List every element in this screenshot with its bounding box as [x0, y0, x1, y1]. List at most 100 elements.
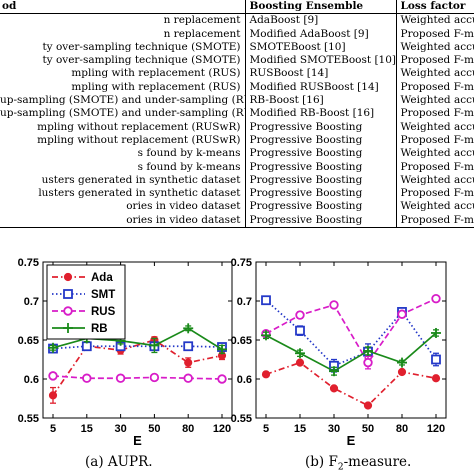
data-point-marker	[115, 373, 126, 383]
cell-ensemble: Progressive Boosting	[245, 147, 397, 161]
data-point-marker	[48, 391, 58, 400]
x-tick-label: 15	[294, 423, 306, 435]
data-point-marker	[183, 373, 193, 383]
y-tick-label: 0.6	[237, 374, 252, 386]
header-loss-factor: Loss factor	[400, 0, 466, 12]
data-point-marker	[63, 289, 73, 299]
cell-ensemble: Progressive Boosting	[245, 160, 397, 174]
table-row: lusters generated in synthetic dataset Pr…	[0, 187, 474, 201]
table-row: mpling with replacement (RUS) RUSBoost [1…	[0, 67, 474, 81]
cell-method: ty over-sampling technique (SMOTE)	[0, 40, 246, 55]
x-tick-label: 120	[213, 423, 231, 435]
cell-method: mpling without replacement (RUSwR)	[0, 133, 246, 148]
series-line	[265, 361, 437, 407]
cell-method: ories in video dataset	[0, 213, 246, 228]
cell-method: s found by k-means	[0, 160, 246, 174]
y-tick-label: 0.75	[18, 257, 39, 269]
x-tick-label: 5	[263, 423, 269, 435]
series-line	[265, 297, 437, 365]
table-row: ty over-sampling technique (SMOTE) Modifi…	[0, 54, 474, 68]
chart-aupr: 0.55 0.6 0.65 0.7 0.75 5 15 30 50 80 120 E Ada SMT RUS…	[18, 257, 233, 448]
cell-ensemble: Progressive Boosting	[245, 133, 397, 148]
table-header-row: od Boosting Ensemble Loss factor	[0, 0, 474, 14]
chart-f2-measure: 0.55 0.6 0.65 0.7 0.75 5 15 30 50 80 120 E	[231, 257, 447, 448]
plot-frame	[255, 261, 447, 419]
cell-loss: Weighted accu	[400, 67, 474, 80]
y-tick-label: 0.6	[24, 374, 39, 386]
cell-loss: Proposed F-m	[400, 107, 474, 120]
cell-loss: Weighted accu	[400, 94, 474, 107]
table-row: ories in video dataset Progressive Boosti…	[0, 213, 474, 228]
x-tick-label: 50	[148, 423, 160, 435]
legend: Ada SMT RUS RB	[46, 264, 126, 340]
y-tick-label: 0.75	[231, 257, 252, 269]
cell-ensemble: Progressive Boosting	[245, 173, 397, 188]
header-boosting-ensemble: Boosting Ensemble	[245, 0, 397, 14]
data-point-marker	[63, 306, 73, 316]
cell-loss: Weighted accu	[400, 14, 474, 27]
cell-method: ty over-sampling technique (SMOTE)	[0, 54, 246, 68]
data-point-marker	[397, 309, 407, 319]
table-row: n replacement Modified AdaBoost [9] Propos…	[0, 27, 474, 41]
caption-b-suffix: -measure.	[343, 454, 412, 470]
cell-method: mpling without replacement (RUSwR)	[0, 120, 246, 134]
data-point-marker	[149, 372, 160, 383]
cell-loss: Proposed F-m	[400, 160, 474, 173]
table-row: n replacement AdaBoost [9] Weighted accu	[0, 13, 474, 28]
caption-b-subscript: 2	[337, 462, 344, 473]
cell-method: n replacement	[0, 27, 246, 41]
cell-ensemble: Modified RB-Boost [16]	[245, 107, 397, 121]
table-row: up-sampling (SMOTE) and under-sampling (…	[0, 94, 474, 108]
data-point-marker	[295, 358, 305, 367]
cell-ensemble: RB-Boost [16]	[245, 94, 397, 108]
cell-loss: Proposed F-m	[400, 133, 474, 146]
cell-ensemble: Progressive Boosting	[245, 213, 397, 228]
data-point-marker	[431, 374, 441, 383]
data-point-marker	[261, 295, 271, 306]
cell-ensemble: SMOTEBoost [10]	[245, 40, 397, 55]
x-tick-label: 120	[427, 423, 445, 435]
cell-loss: Weighted accu	[400, 147, 474, 160]
cell-method: up-sampling (SMOTE) and under-sampling (…	[0, 107, 246, 121]
data-point-marker	[329, 384, 339, 393]
series-line	[52, 375, 223, 380]
cell-method: s found by k-means	[0, 147, 246, 161]
x-tick-label: 30	[114, 423, 126, 435]
legend-label: Ada	[91, 272, 113, 284]
legend-box	[46, 264, 126, 340]
cell-loss: Proposed F-m	[400, 54, 474, 67]
cell-method: lusters generated in synthetic dataset	[0, 187, 246, 201]
x-tick-label: 30	[328, 423, 340, 435]
x-tick-label: 80	[396, 423, 408, 435]
series-rb	[261, 327, 441, 377]
cell-method: n replacement	[0, 13, 246, 28]
data-point-marker	[363, 357, 373, 368]
table-row: ty over-sampling technique (SMOTE) SMOTEB…	[0, 40, 474, 55]
x-tick-label: 5	[50, 423, 56, 435]
cell-loss: Proposed F-m	[400, 80, 474, 93]
y-tick-label: 0.55	[18, 413, 39, 425]
data-point-marker	[184, 358, 193, 367]
table-row: mpling with replacement (RUS) Modified RU…	[0, 80, 474, 95]
cell-loss: Weighted accu	[400, 173, 474, 186]
data-point-marker	[431, 293, 441, 304]
cell-loss: Proposed F-m	[400, 213, 474, 226]
cell-loss: Proposed F-m	[400, 187, 474, 200]
table-row: ories in video dataset Progressive Boosti…	[0, 200, 474, 214]
data-point-marker	[183, 341, 194, 352]
x-axis-label: E	[133, 433, 142, 448]
legend-label: RUS	[91, 306, 116, 318]
table-body: n replacement AdaBoost [9] Weighted accu n …	[0, 13, 474, 228]
cell-loss: Proposed F-m	[400, 27, 474, 40]
data-point-marker	[63, 272, 73, 282]
data-point-marker	[48, 371, 58, 381]
series-ada	[261, 358, 441, 410]
table-row: up-sampling (SMOTE) and under-sampling (…	[0, 107, 474, 121]
table-row: usters generated in synthetic dataset Pro…	[0, 173, 474, 188]
cell-ensemble: Modified AdaBoost [9]	[245, 27, 397, 41]
series-rus	[261, 293, 441, 370]
y-tick-label: 0.65	[231, 335, 252, 347]
x-tick-label: 80	[182, 423, 194, 435]
data-point-marker	[431, 354, 441, 365]
